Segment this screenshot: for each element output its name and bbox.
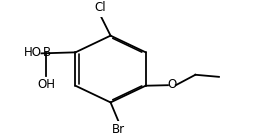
Text: OH: OH [37, 78, 55, 91]
Text: B: B [43, 46, 51, 59]
Text: Br: Br [112, 123, 125, 136]
Text: Cl: Cl [94, 1, 106, 14]
Text: O: O [167, 78, 176, 91]
Text: HO: HO [23, 46, 42, 59]
